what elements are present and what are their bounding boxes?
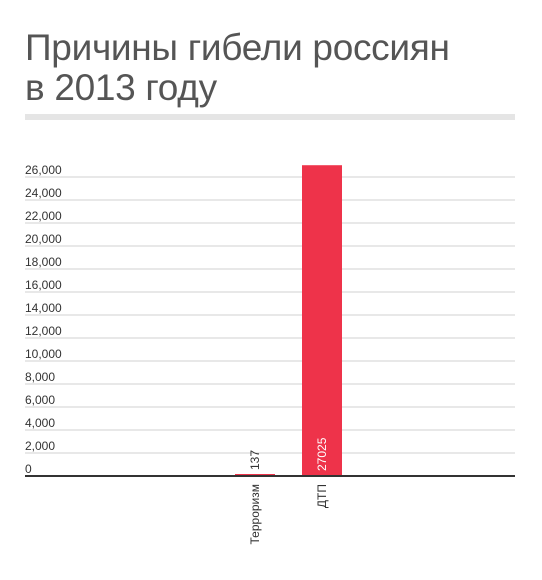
y-tick-label: 26,000	[25, 163, 62, 177]
y-tick-label: 2,000	[25, 439, 55, 453]
title-line-2: в 2013 году	[25, 67, 217, 108]
y-tick-label: 6,000	[25, 393, 55, 407]
y-tick-label: 10,000	[25, 347, 62, 361]
y-tick-label: 22,000	[25, 209, 62, 223]
y-tick-label: 20,000	[25, 232, 62, 246]
x-category-label: ДТП	[315, 484, 329, 508]
y-tick-label: 4,000	[25, 416, 55, 430]
data-label: 27025	[315, 437, 329, 471]
data-label: 137	[248, 450, 262, 470]
title-divider	[25, 114, 515, 120]
y-tick-label: 0	[25, 462, 32, 476]
y-tick-label: 12,000	[25, 324, 62, 338]
x-category-label: Терроризм	[248, 484, 262, 544]
y-tick-label: 8,000	[25, 370, 55, 384]
y-tick-label: 16,000	[25, 278, 62, 292]
title-line-1: Причины гибели россиян	[25, 27, 450, 68]
y-tick-label: 14,000	[25, 301, 62, 315]
y-tick-label: 24,000	[25, 186, 62, 200]
chart-title: Причины гибели россиян в 2013 году	[25, 28, 525, 108]
y-tick-label: 18,000	[25, 255, 62, 269]
bar	[302, 165, 342, 476]
